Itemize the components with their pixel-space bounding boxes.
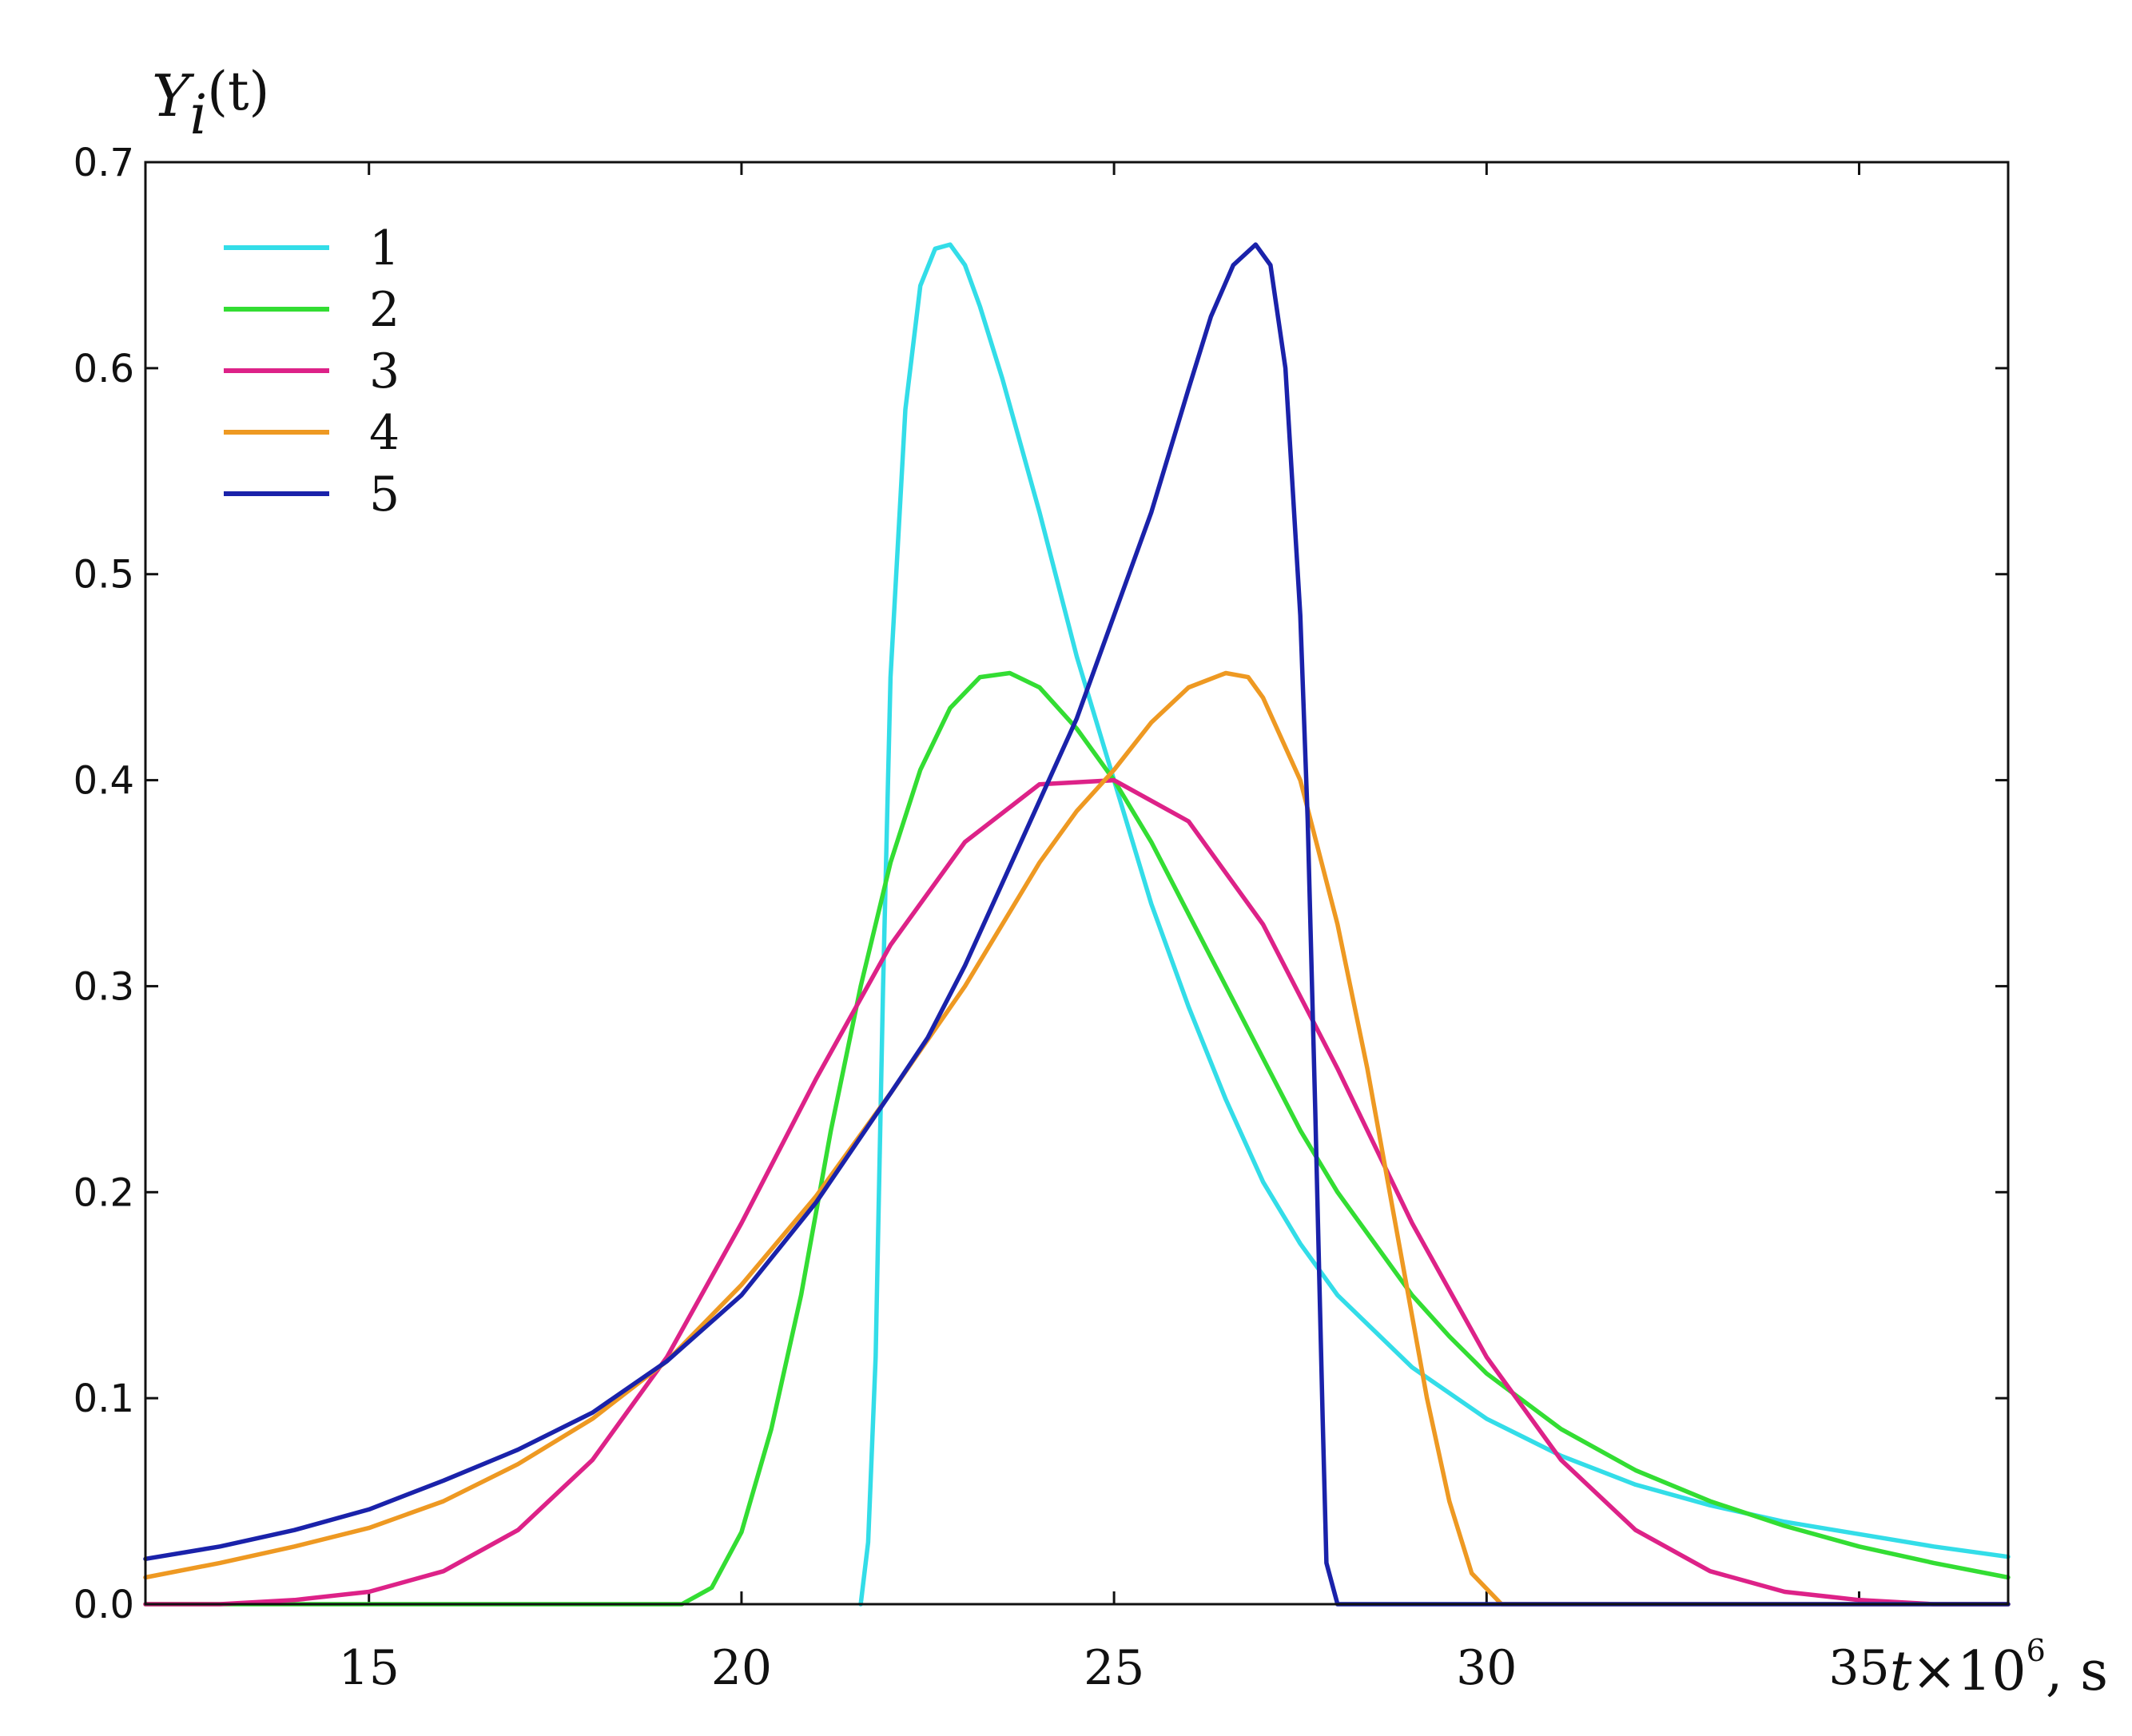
series-line-1 — [858, 242, 2011, 1607]
y-label-sub: i — [190, 84, 208, 147]
y-tick-label: 0.7 — [74, 141, 134, 185]
x-tick-label: 30 — [1456, 1640, 1517, 1696]
y-tick-label: 0.4 — [74, 759, 134, 804]
y-tick-label: 0.2 — [74, 1170, 134, 1215]
plot-frame — [144, 161, 2010, 1606]
x-tick-label: 25 — [1084, 1640, 1144, 1696]
y-tick-label: 0.1 — [74, 1376, 134, 1421]
y-tick-label: 0.6 — [74, 347, 134, 391]
x-tick-label: 35 — [1828, 1640, 1889, 1696]
x-label-mult: ×10 — [1911, 1640, 2027, 1703]
series-line-3 — [143, 777, 2011, 1607]
legend-label-3: 3 — [369, 344, 400, 399]
x-label-var: t — [1890, 1640, 1912, 1703]
legend: 1 2 3 4 5 — [224, 220, 400, 522]
y-label-paren: (t) — [207, 61, 269, 122]
series-line-2 — [143, 670, 2011, 1607]
x-tick-label: 20 — [711, 1640, 772, 1696]
legend-label-2: 2 — [369, 282, 400, 338]
y-tick-label: 0.5 — [74, 553, 134, 598]
y-tick-label: 0.3 — [74, 964, 134, 1009]
x-axis-label: t×106, s — [1890, 1633, 2108, 1703]
x-label-exp: 6 — [2027, 1633, 2046, 1668]
x-label-unit: , s — [2046, 1640, 2108, 1703]
series-group — [143, 242, 2011, 1607]
series-line-5 — [143, 242, 2011, 1607]
legend-label-1: 1 — [369, 220, 400, 276]
ticks-group: 0.00.10.20.30.40.50.60.715 20 25 30 35 — [74, 141, 2008, 1696]
series-line-4 — [143, 670, 2011, 1607]
y-tick-label: 0.0 — [74, 1583, 134, 1627]
x-tick-label: 15 — [339, 1640, 400, 1696]
legend-label-5: 5 — [369, 467, 400, 522]
y-label-main: Y — [152, 62, 195, 129]
y-axis-label: Yi(t) — [152, 61, 269, 147]
legend-label-4: 4 — [369, 405, 400, 461]
